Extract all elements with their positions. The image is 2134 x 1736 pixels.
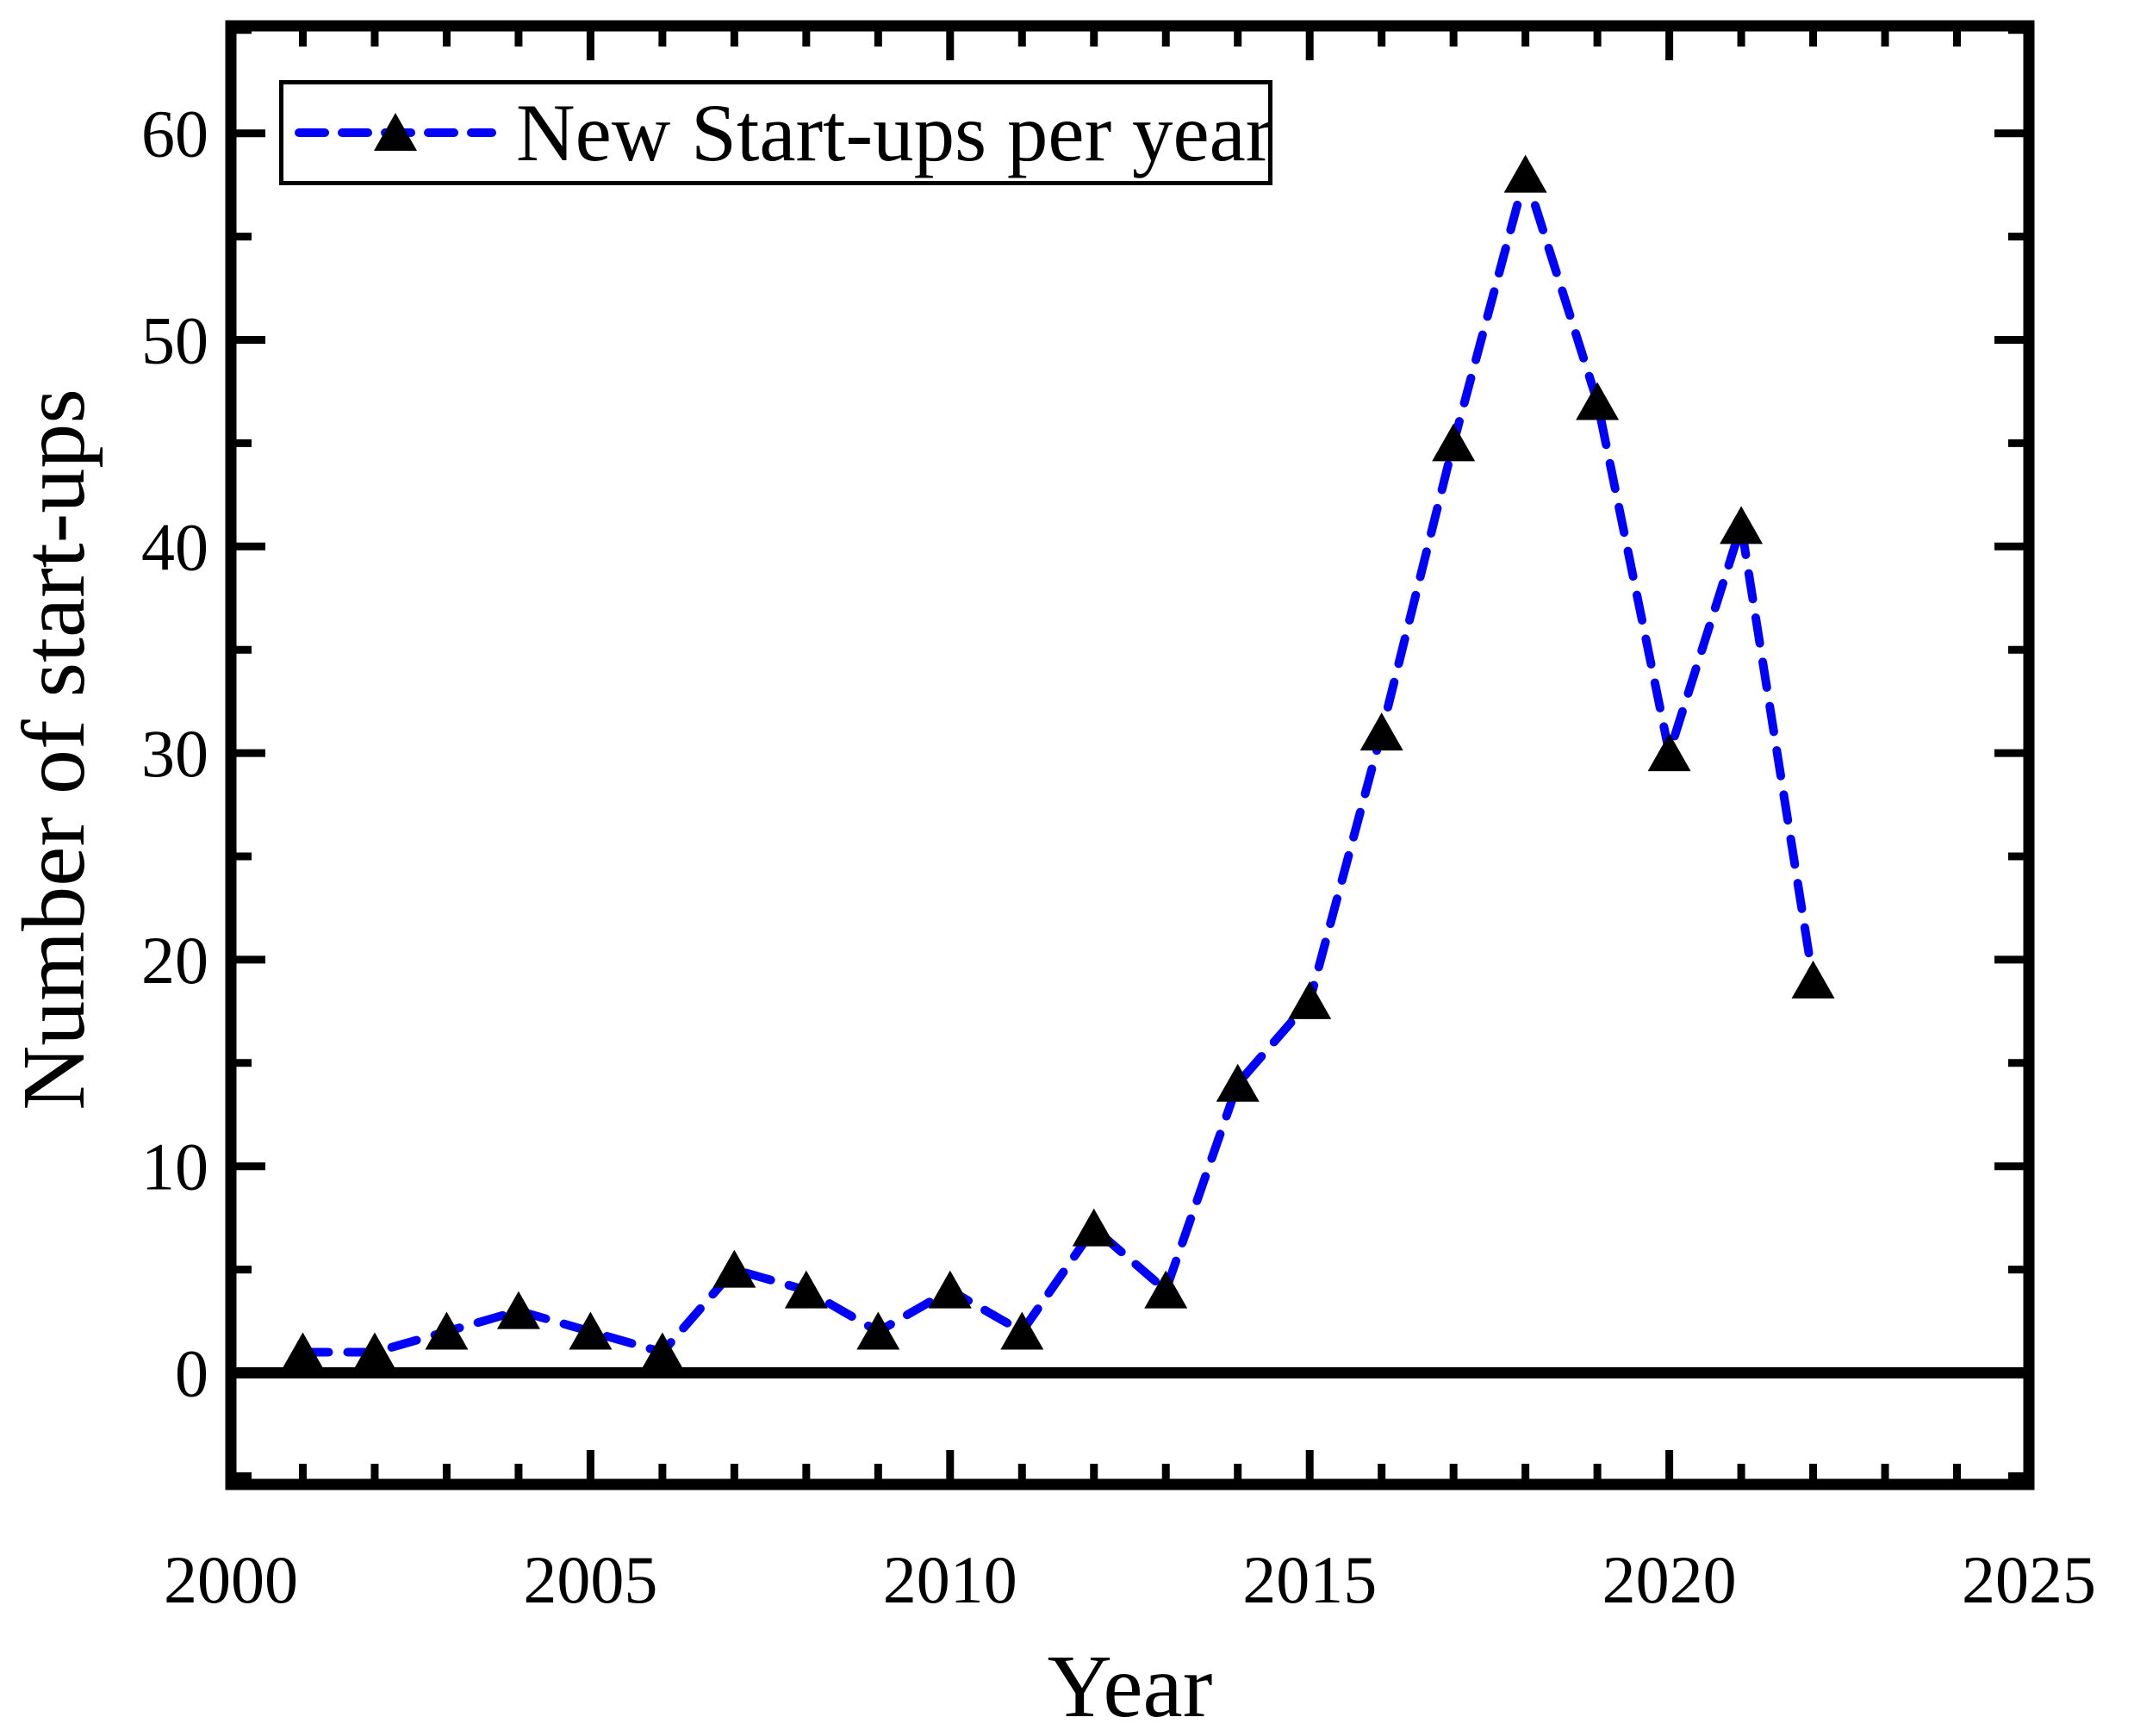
data-point-marker	[1144, 1270, 1188, 1309]
data-point-marker	[1072, 1208, 1116, 1247]
legend-sample-marker	[295, 113, 496, 151]
y-tick-label: 10	[141, 1129, 208, 1204]
data-point-marker	[928, 1270, 972, 1309]
y-tick-label: 30	[141, 716, 208, 791]
y-tick-label: 60	[141, 96, 208, 171]
x-tick-label: 2015	[1242, 1542, 1377, 1617]
x-tick-label: 2005	[523, 1542, 657, 1617]
data-point-marker	[1288, 980, 1332, 1019]
data-point-marker	[569, 1311, 613, 1350]
data-point-marker	[1720, 506, 1764, 544]
data-point-marker	[1000, 1311, 1044, 1350]
x-tick-label: 2020	[1602, 1542, 1737, 1617]
data-point-marker	[856, 1311, 900, 1350]
x-tick-label: 2025	[1962, 1542, 2096, 1617]
legend-triangle-icon	[374, 113, 417, 151]
data-point-marker	[281, 1332, 325, 1371]
legend-label: New Start-ups per year	[516, 86, 1273, 178]
data-point-marker	[1503, 154, 1547, 193]
data-point-marker	[496, 1291, 540, 1329]
x-tick-label: 2000	[164, 1542, 298, 1617]
legend: New Start-ups per year	[279, 80, 1272, 185]
data-point-marker	[1432, 423, 1476, 462]
data-point-marker	[784, 1270, 828, 1309]
data-point-marker	[352, 1332, 396, 1371]
data-point-marker	[1359, 712, 1403, 751]
plot-frame	[225, 20, 2035, 1490]
x-axis-title: Year	[1047, 1637, 1213, 1736]
data-point-marker	[712, 1249, 756, 1288]
data-line	[298, 170, 1818, 1357]
x-tick-label: 2010	[883, 1542, 1017, 1617]
data-point-marker	[1576, 382, 1620, 420]
y-tick-label: 40	[141, 509, 208, 584]
data-point-marker	[640, 1332, 684, 1371]
data-point-marker	[1216, 1063, 1260, 1102]
data-point-marker	[1791, 960, 1835, 999]
y-tick-label: 20	[141, 923, 208, 998]
y-tick-label: 50	[141, 302, 208, 377]
data-point-marker	[425, 1311, 469, 1350]
y-axis-title: Number of start-ups	[4, 389, 103, 1111]
y-tick-label: 0	[175, 1336, 208, 1411]
data-point-marker	[1647, 733, 1691, 772]
